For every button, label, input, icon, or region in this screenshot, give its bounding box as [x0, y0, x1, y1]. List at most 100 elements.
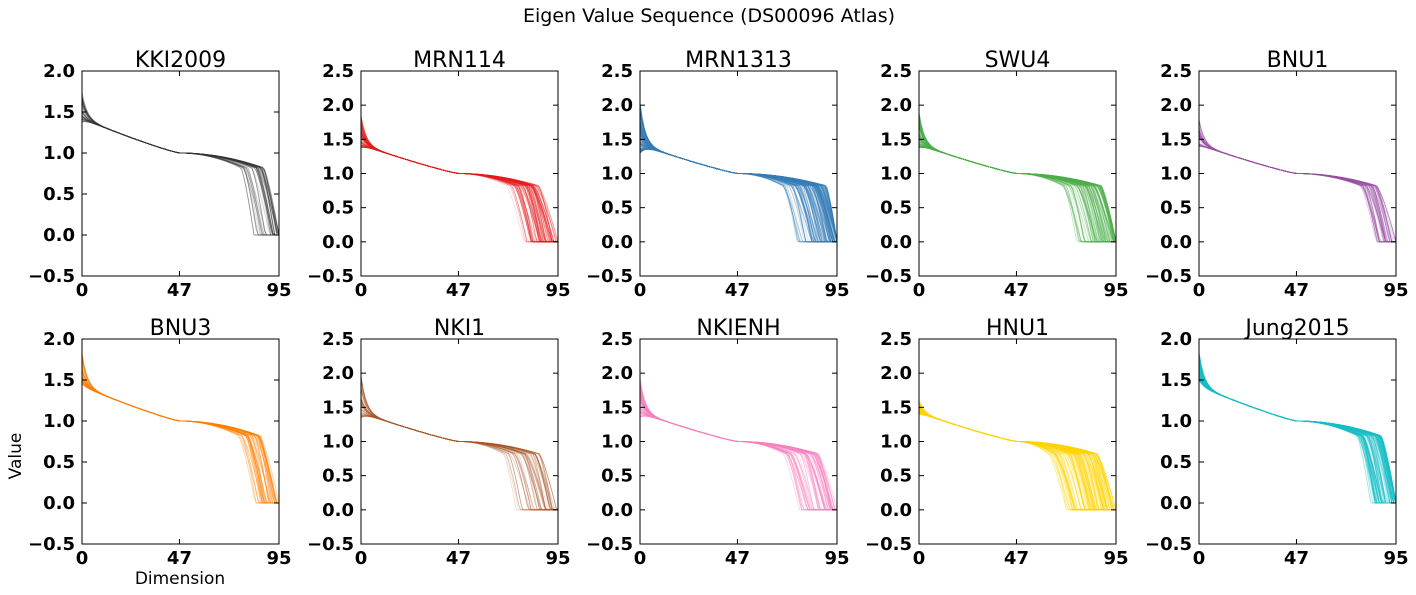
series-line — [639, 379, 837, 511]
series-line — [1198, 352, 1396, 504]
y-tick-label: 2.5 — [1160, 61, 1192, 82]
y-tick-label: 1.5 — [601, 129, 633, 150]
x-tick-label: 47 — [1004, 548, 1029, 569]
series-line — [918, 116, 1116, 243]
y-tick-label: −0.5 — [307, 534, 354, 555]
y-tick-label: 1.5 — [1160, 370, 1192, 391]
series-line — [1198, 355, 1397, 504]
series-line — [1198, 374, 1397, 504]
x-tick-label: 47 — [446, 548, 471, 569]
series-line — [81, 355, 279, 504]
series-group — [81, 92, 280, 236]
panel-BNU3: −0.5 0.0 0.5 1.0 1.5 2.0 0 47 95 BNU3 — [28, 316, 292, 569]
panel-title: KKI2009 — [135, 48, 226, 73]
series-line — [81, 360, 279, 504]
y-tick-label: −0.5 — [586, 266, 633, 287]
series-group — [639, 103, 838, 243]
y-tick-label: −0.5 — [28, 534, 75, 555]
x-tick-label: 0 — [76, 280, 89, 301]
series-group — [639, 376, 838, 511]
series-line — [81, 102, 279, 236]
series-line — [1198, 134, 1396, 243]
series-line — [1198, 122, 1396, 243]
y-tick-label: 0.5 — [322, 466, 354, 487]
series-line — [360, 141, 558, 243]
y-tick-label: 2.0 — [1160, 329, 1192, 350]
y-tick-label: 2.0 — [601, 95, 633, 116]
y-tick-label: 1.5 — [322, 129, 354, 150]
y-tick-label: 0.5 — [880, 466, 912, 487]
series-line — [1198, 351, 1397, 504]
series-line — [360, 399, 558, 511]
axes-frame — [1198, 338, 1397, 545]
series-line — [918, 114, 1116, 243]
y-tick-label: −0.5 — [1145, 266, 1192, 287]
series-group — [81, 352, 280, 504]
panel-title: SWU4 — [985, 48, 1051, 73]
series-line — [81, 118, 279, 236]
series-line — [81, 371, 279, 504]
panel-BNU1: −0.5 0.0 0.5 1.0 1.5 2.0 2.5 0 47 95 BNU1 — [1145, 48, 1409, 301]
series-line — [918, 145, 1117, 243]
x-tick-label: 95 — [266, 280, 291, 301]
y-tick-label: −0.5 — [865, 266, 912, 287]
x-tick-label: 0 — [1193, 548, 1206, 569]
x-tick-label: 47 — [446, 280, 471, 301]
panel-title: Jung2015 — [1243, 316, 1349, 341]
y-tick-label: 1.0 — [880, 164, 912, 185]
series-line — [1198, 373, 1396, 504]
series-line — [1198, 373, 1396, 504]
series-line — [1198, 355, 1396, 504]
y-tick-label: 0.5 — [880, 198, 912, 219]
series-line — [918, 118, 1117, 242]
series-line — [918, 118, 1116, 243]
panel-title: NKI1 — [434, 316, 485, 341]
series-line — [81, 352, 279, 504]
series-line — [81, 355, 279, 504]
series-line — [918, 114, 1116, 243]
series-line — [918, 125, 1117, 242]
series-line — [360, 128, 558, 243]
y-tick-label: 2.0 — [43, 61, 75, 82]
y-tick-label: 1.5 — [43, 370, 75, 391]
series-line — [918, 119, 1117, 242]
series-line — [81, 368, 279, 504]
y-tick-label: 0.5 — [1160, 452, 1192, 473]
series-line — [1198, 374, 1396, 504]
y-tick-label: −0.5 — [28, 266, 75, 287]
x-tick-label: 47 — [167, 548, 192, 569]
series-line — [1198, 354, 1397, 504]
y-tick-label: 1.0 — [1160, 411, 1192, 432]
panel-SWU4: −0.5 0.0 0.5 1.0 1.5 2.0 2.5 0 47 95 SWU4 — [865, 48, 1129, 301]
y-tick-label: 1.0 — [1160, 164, 1192, 185]
y-tick-label: 2.0 — [601, 363, 633, 384]
y-tick-label: 2.5 — [322, 329, 354, 350]
y-tick-label: 1.0 — [601, 164, 633, 185]
panel-Jung2015: −0.5 0.0 0.5 1.0 1.5 2.0 0 47 95 Jung2015 — [1145, 316, 1409, 569]
panel-MRN114: −0.5 0.0 0.5 1.0 1.5 2.0 2.5 0 47 95 MRN114 — [307, 48, 571, 301]
series-group — [1198, 351, 1397, 504]
x-tick-label: 95 — [545, 548, 570, 569]
y-tick-label: 0.0 — [322, 232, 354, 253]
y-tick-label: 1.5 — [601, 397, 633, 418]
series-line — [639, 381, 837, 511]
x-axis-label: Dimension — [135, 569, 225, 589]
x-tick-label: 0 — [913, 548, 926, 569]
y-tick-label: 2.5 — [601, 61, 633, 82]
x-tick-label: 0 — [76, 548, 89, 569]
series-line — [81, 102, 280, 236]
y-tick-label: 0.0 — [880, 500, 912, 521]
series-group — [360, 115, 559, 243]
y-tick-label: 2.0 — [43, 329, 75, 350]
panel-MRN1313: −0.5 0.0 0.5 1.0 1.5 2.0 2.5 0 47 95 MRN1313 — [586, 48, 850, 301]
y-tick-label: 0.0 — [880, 232, 912, 253]
series-line — [360, 398, 558, 511]
series-line — [639, 380, 837, 511]
series-line — [639, 382, 837, 511]
series-line — [639, 390, 837, 511]
y-tick-label: 1.0 — [322, 432, 354, 453]
series-line — [918, 119, 1116, 243]
series-line — [1198, 357, 1396, 504]
y-tick-label: 1.5 — [1160, 129, 1192, 150]
